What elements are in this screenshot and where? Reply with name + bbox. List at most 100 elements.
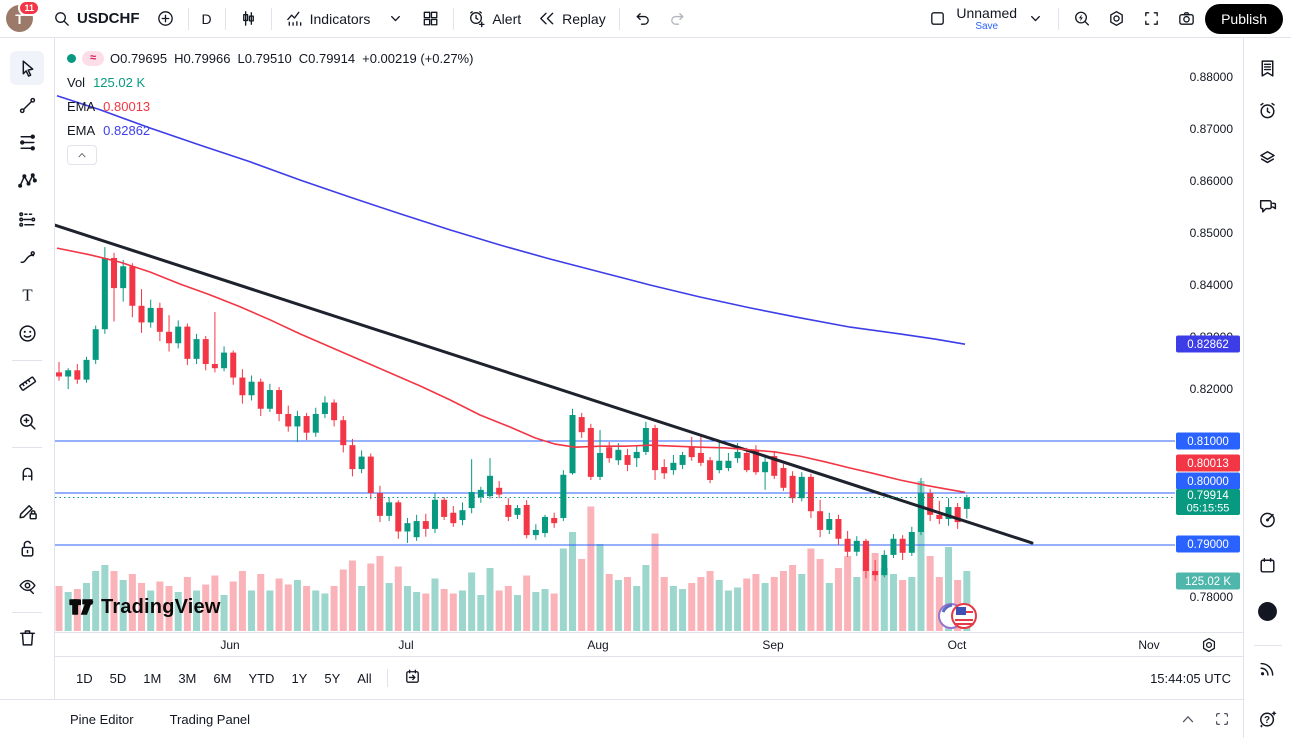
symbol-label: USDCHF — [77, 10, 140, 27]
news-feed-panel[interactable] — [1252, 652, 1284, 684]
object-tree-panel[interactable] — [1252, 141, 1284, 173]
volume-bar — [55, 586, 63, 631]
compare-add-symbol-button[interactable] — [149, 4, 182, 34]
watchlist-panel[interactable] — [1252, 52, 1284, 84]
range-button-3m[interactable]: 3M — [171, 667, 203, 690]
go-to-date-icon — [403, 667, 422, 686]
derived-data-badge[interactable]: ≈ — [82, 50, 104, 66]
price-tag[interactable] — [1176, 489, 1240, 515]
cursor-tool[interactable] — [10, 51, 44, 85]
layout-name-block[interactable]: Unnamed Save — [956, 6, 1017, 32]
footer-tab-pine-editor[interactable]: Pine Editor — [70, 711, 134, 727]
footer-tab-trading-panel[interactable]: Trading Panel — [169, 711, 251, 727]
indicator-templates-button[interactable] — [379, 4, 412, 34]
zoom-in-tool[interactable] — [10, 404, 44, 438]
economic-event-icon[interactable] — [938, 603, 977, 629]
timeframe-button[interactable]: D — [195, 4, 219, 34]
create-alert-button[interactable]: Alert — [460, 4, 528, 34]
price-tick[interactable]: 0.88000 — [1190, 70, 1234, 84]
fullscreen-button[interactable] — [1135, 4, 1168, 34]
remove-all-drawings-tool[interactable] — [10, 620, 44, 654]
user-menu-button[interactable]: T 11 — [6, 0, 40, 32]
range-button-1y[interactable]: 1Y — [284, 667, 314, 690]
chart-style-button[interactable] — [232, 4, 265, 34]
quick-search-button[interactable] — [1065, 4, 1098, 34]
series-legend-row[interactable]: ≈ O0.79695 H0.79966 L0.79510 C0.79914 +0.002… — [67, 46, 480, 70]
fib-retracement-tool[interactable] — [10, 125, 44, 159]
pattern-tool[interactable] — [10, 163, 44, 197]
price-tick[interactable]: 0.87000 — [1190, 122, 1234, 136]
candle-body — [74, 370, 81, 380]
price-tick[interactable]: 0.82000 — [1190, 382, 1234, 396]
range-button-6m[interactable]: 6M — [206, 667, 238, 690]
maximize-panel-icon[interactable] — [1213, 710, 1231, 728]
drawing-mode-tool[interactable] — [10, 493, 44, 527]
range-button-5d[interactable]: 5D — [103, 667, 134, 690]
chart-pane[interactable]: 0.880000.870000.860000.850000.840000.830… — [55, 38, 1243, 632]
symbol-search-button[interactable]: USDCHF — [45, 4, 147, 34]
text-tool[interactable]: T — [10, 277, 44, 311]
price-chart[interactable]: 0.880000.870000.860000.850000.840000.830… — [55, 38, 1243, 632]
layout-menu-chevron[interactable] — [1019, 4, 1052, 34]
price-tag[interactable] — [1176, 572, 1240, 590]
chat-panel[interactable] — [1252, 189, 1284, 221]
replay-button[interactable]: Replay — [530, 4, 613, 34]
range-button-1d[interactable]: 1D — [69, 667, 100, 690]
measure-tool[interactable] — [10, 366, 44, 400]
ema-fast-line[interactable] — [56, 247, 966, 494]
range-button-1m[interactable]: 1M — [136, 667, 168, 690]
redo-button[interactable] — [661, 4, 694, 34]
volume-bar — [706, 571, 714, 631]
ema-fast-value: 0.80013 — [103, 98, 151, 114]
price-tick[interactable]: 0.84000 — [1190, 278, 1234, 292]
ema-slow-legend-row[interactable]: EMA 0.82862 — [67, 118, 480, 142]
volume-bar — [238, 571, 246, 631]
axis-settings-gear-icon[interactable] — [1200, 636, 1218, 654]
price-tag[interactable] — [1176, 535, 1240, 553]
lock-all-drawings-tool[interactable] — [10, 531, 44, 565]
undo-button[interactable] — [626, 4, 659, 34]
hide-all-drawings-tool[interactable] — [10, 568, 44, 602]
alert-clock-icon — [467, 9, 486, 28]
candle-body — [413, 521, 420, 538]
candle-body — [862, 540, 869, 571]
volume-legend-row[interactable]: Vol 125.02 K — [67, 70, 480, 94]
chart-settings-button[interactable] — [1100, 4, 1133, 34]
range-button-ytd[interactable]: YTD — [241, 667, 281, 690]
price-tick[interactable]: 0.78000 — [1190, 590, 1234, 604]
ema-fast-legend-row[interactable]: EMA 0.80013 — [67, 94, 480, 118]
more-apps-button[interactable] — [1252, 595, 1284, 627]
price-tag[interactable] — [1176, 335, 1240, 353]
emoji-tool[interactable] — [10, 316, 44, 350]
layout-select-button[interactable] — [921, 4, 954, 34]
volume-bar — [211, 575, 219, 631]
price-tick[interactable]: 0.86000 — [1190, 174, 1234, 188]
brush-tool[interactable] — [10, 240, 44, 274]
save-layout-button[interactable]: Save — [975, 20, 999, 32]
indicators-button[interactable]: Indicators — [278, 4, 378, 34]
magnet-tool[interactable] — [10, 455, 44, 489]
price-tick[interactable]: 0.85000 — [1190, 226, 1234, 240]
price-tag[interactable] — [1176, 454, 1240, 472]
range-button-5y[interactable]: 5Y — [317, 667, 347, 690]
publish-button[interactable]: Publish — [1205, 3, 1283, 34]
economic-calendar-panel[interactable] — [1252, 549, 1284, 581]
help-button[interactable]: ? — [1252, 702, 1284, 734]
grid-layout-button[interactable] — [414, 4, 447, 34]
trendline[interactable] — [55, 223, 1034, 545]
price-tag[interactable] — [1176, 472, 1240, 490]
legend-collapse-button[interactable] — [67, 145, 97, 165]
trend-line-tool[interactable] — [10, 88, 44, 122]
clock[interactable]: 15:44:05 UTC — [1150, 670, 1231, 686]
expand-panel-icon[interactable] — [1179, 710, 1197, 728]
alerts-panel[interactable] — [1252, 94, 1284, 126]
go-to-date-button[interactable] — [396, 663, 429, 693]
hotlists-panel[interactable] — [1252, 503, 1284, 535]
layout-name[interactable]: Unnamed — [956, 4, 1018, 21]
range-button-all[interactable]: All — [350, 667, 378, 690]
snapshot-button[interactable] — [1170, 4, 1203, 34]
forecast-tool[interactable] — [10, 202, 44, 236]
price-tag[interactable] — [1176, 432, 1240, 450]
ema-slow-line[interactable] — [56, 94, 966, 345]
time-axis[interactable]: Jun Jul Aug Sep Oct Nov — [55, 632, 1243, 656]
